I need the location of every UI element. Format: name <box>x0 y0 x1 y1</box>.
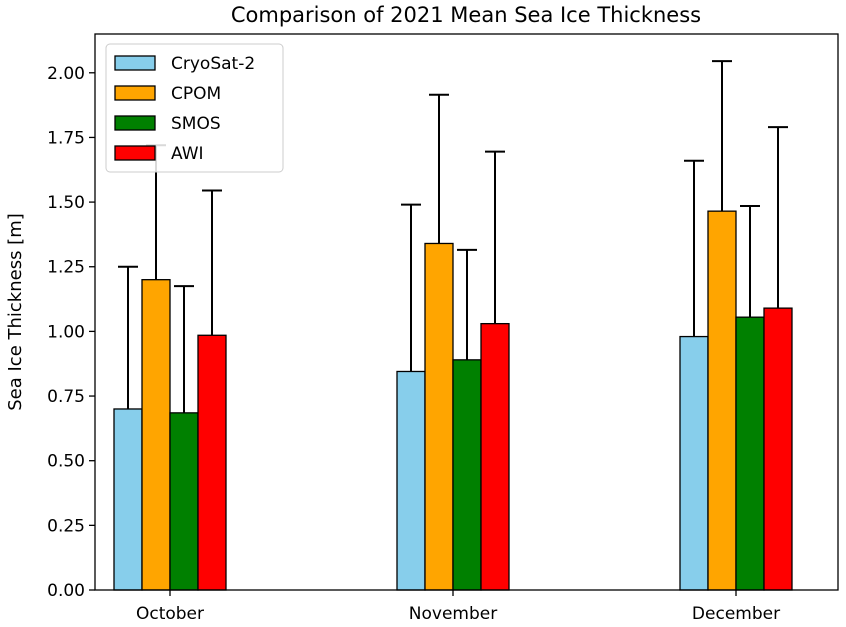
legend: CryoSat-2 CPOM SMOS AWI <box>105 43 284 173</box>
error-bar-cpom-december <box>712 60 732 212</box>
error-bar-awi-december <box>768 126 788 309</box>
x-axis: October November December <box>136 590 780 624</box>
bar-smos-december <box>735 316 765 591</box>
y-tick-label: 1.50 <box>47 193 85 213</box>
error-bar-awi-november <box>485 150 505 324</box>
x-tick-label-december: December <box>692 604 780 624</box>
legend-label-cpom: CPOM <box>171 84 221 104</box>
error-bar-cryosat-2-november <box>401 203 421 372</box>
plot-frame <box>94 33 839 591</box>
bar-awi-november <box>480 322 510 591</box>
y-tick-label: 1.25 <box>47 258 85 278</box>
legend-box <box>105 43 284 173</box>
error-bar-smos-november <box>457 248 477 360</box>
error-bar-cpom-november <box>429 93 449 244</box>
bars <box>113 210 793 591</box>
legend-swatch-awi <box>114 145 156 161</box>
bar-cryosat-2-october <box>113 408 143 591</box>
bar-awi-december <box>763 307 793 591</box>
legend-swatch-cpom <box>114 85 156 101</box>
x-tick-label-november: November <box>409 604 497 624</box>
bar-cpom-december <box>707 210 737 591</box>
y-tick-label: 2.00 <box>47 64 85 84</box>
y-axis: 0.00 0.25 0.50 0.75 1.00 1.25 1.50 1.75 2.00 <box>47 64 95 601</box>
bar-smos-october <box>169 412 199 591</box>
legend-label-cryosat-2: CryoSat-2 <box>171 54 255 74</box>
error-bar-smos-october <box>174 285 194 413</box>
error-bar-smos-december <box>740 204 760 318</box>
chart-title: Comparison of 2021 Mean Sea Ice Thicknes… <box>231 3 701 27</box>
bar-awi-october <box>197 334 227 591</box>
legend-swatch-smos <box>114 115 156 131</box>
y-tick-label: 0.75 <box>47 387 85 407</box>
y-tick-label: 0.00 <box>47 581 85 601</box>
y-tick-label: 1.75 <box>47 128 85 148</box>
bar-cryosat-2-december <box>679 335 709 591</box>
bar-cpom-november <box>424 242 454 591</box>
legend-label-smos: SMOS <box>171 114 221 134</box>
legend-label-awi: AWI <box>171 144 204 164</box>
y-tick-label: 0.25 <box>47 516 85 536</box>
error-bars <box>118 60 788 413</box>
y-tick-label: 0.50 <box>47 452 85 472</box>
bar-smos-november <box>452 359 482 591</box>
y-axis-label: Sea Ice Thickness [m] <box>5 213 26 411</box>
error-bar-awi-october <box>202 189 222 336</box>
bar-cryosat-2-november <box>396 370 426 591</box>
error-bar-cryosat-2-october <box>118 265 138 409</box>
bar-cpom-october <box>141 279 171 591</box>
x-tick-label-october: October <box>136 604 204 624</box>
y-tick-label: 1.00 <box>47 322 85 342</box>
error-bar-cryosat-2-december <box>684 159 704 337</box>
legend-swatch-cryosat-2 <box>114 55 156 71</box>
